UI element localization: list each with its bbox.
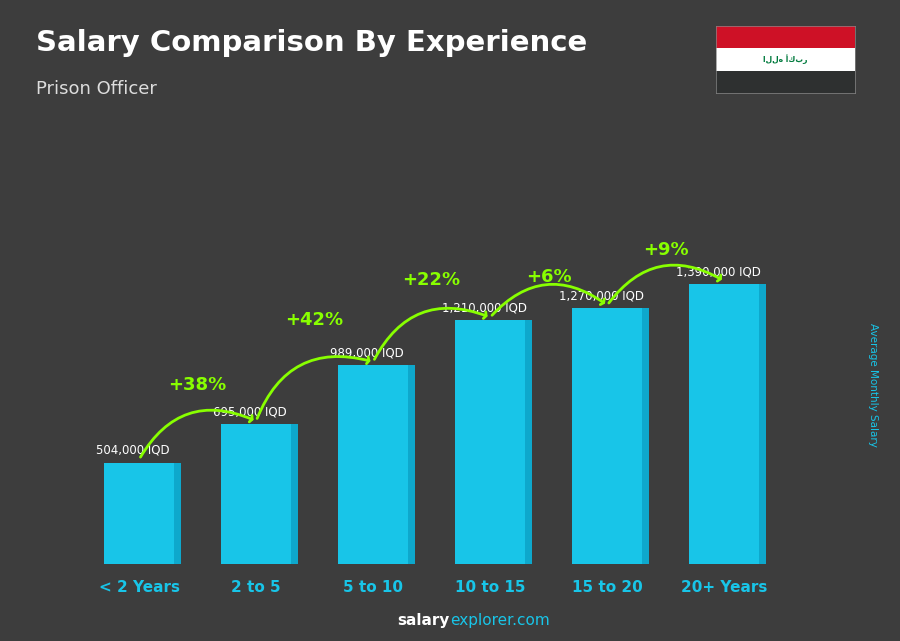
Polygon shape (409, 365, 415, 564)
Text: 1,390,000 IQD: 1,390,000 IQD (676, 265, 760, 278)
Text: +42%: +42% (285, 311, 344, 329)
Bar (716, 26, 855, 48)
Text: 989,000 IQD: 989,000 IQD (330, 346, 404, 359)
Bar (716, 48, 855, 71)
Text: +6%: +6% (526, 269, 572, 287)
Polygon shape (104, 463, 175, 564)
Polygon shape (221, 424, 292, 564)
Polygon shape (760, 284, 766, 564)
Text: 504,000 IQD: 504,000 IQD (96, 444, 170, 457)
Text: +9%: +9% (643, 240, 689, 259)
Text: 1,270,000 IQD: 1,270,000 IQD (559, 290, 644, 303)
Text: 1,210,000 IQD: 1,210,000 IQD (442, 302, 526, 315)
Polygon shape (455, 320, 526, 564)
Bar (716, 71, 855, 93)
Text: Salary Comparison By Experience: Salary Comparison By Experience (36, 29, 587, 57)
Polygon shape (572, 308, 643, 564)
Text: Prison Officer: Prison Officer (36, 80, 157, 98)
Polygon shape (292, 424, 298, 564)
Polygon shape (175, 463, 181, 564)
Polygon shape (689, 284, 760, 564)
Polygon shape (643, 308, 649, 564)
Text: salary: salary (398, 613, 450, 628)
Text: الله أكبر: الله أكبر (763, 54, 807, 64)
Polygon shape (526, 320, 532, 564)
Text: +38%: +38% (168, 376, 227, 394)
Text: 695,000 IQD: 695,000 IQD (213, 405, 287, 419)
Text: explorer.com: explorer.com (450, 613, 550, 628)
Text: +22%: +22% (402, 271, 461, 289)
Text: Average Monthly Salary: Average Monthly Salary (868, 322, 878, 447)
Polygon shape (338, 365, 409, 564)
